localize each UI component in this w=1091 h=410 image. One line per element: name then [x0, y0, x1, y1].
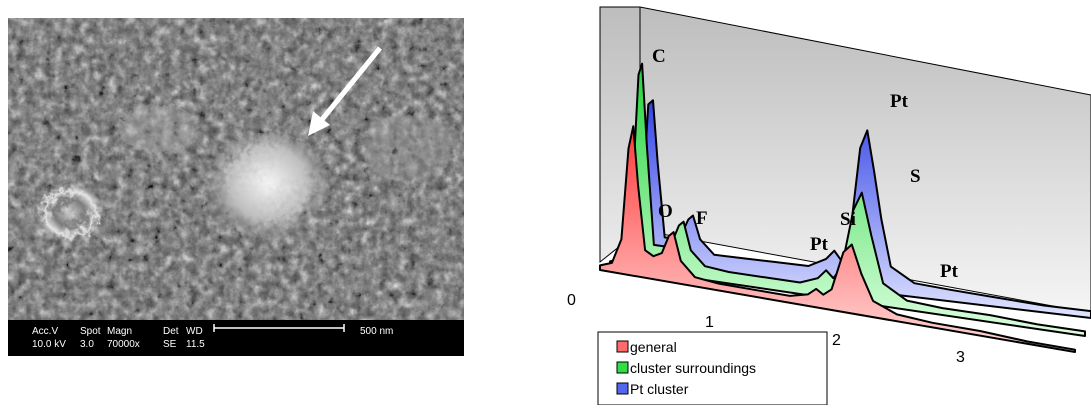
peak-label-f: F [696, 208, 708, 229]
info-header: Acc.V [32, 326, 58, 337]
sem-info-bar [8, 320, 464, 356]
info-header: Spot [80, 326, 101, 337]
peak-label-pt: Pt [940, 261, 959, 282]
scale-bar-label: 500 nm [360, 326, 393, 337]
sem-image: Acc.V Spot Magn Det WD 10.0 kV 3.0 70000… [8, 18, 464, 356]
particle-blob [118, 104, 198, 152]
info-header: WD [186, 326, 203, 337]
particle-blob [363, 113, 453, 183]
sem-micrograph: Acc.V Spot Magn Det WD 10.0 kV 3.0 70000… [8, 18, 464, 356]
x-tick-label: 2 [832, 332, 841, 349]
info-value: 3.0 [80, 339, 94, 350]
series-area-general [599, 125, 1076, 353]
legend-swatch-cluster-surroundings [616, 361, 629, 374]
info-header: Magn [107, 326, 132, 337]
series-layer [599, 62, 1091, 353]
x-tick-label: 0 [567, 292, 576, 309]
info-value: 11.5 [186, 339, 205, 350]
arrow-shaft [318, 46, 382, 124]
scale-bar [213, 324, 345, 332]
info-value: SE [163, 339, 177, 350]
peak-label-pt: Pt [810, 234, 829, 255]
legend-swatch-general [616, 340, 629, 353]
info-value: 10.0 kV [32, 339, 66, 350]
legend: general cluster surroundings Pt cluster [597, 331, 828, 406]
x-tick-label: 1 [705, 314, 714, 331]
legend-label-cluster-surroundings: cluster surroundings [630, 360, 756, 376]
edx-spectrum-chart: C O F Pt Si Pt S Pt 0 1 2 3 general clus… [555, 0, 1091, 406]
peak-labels: C O F Pt Si Pt S Pt [652, 46, 959, 282]
info-header: Det [163, 326, 179, 337]
info-value: 70000x [107, 339, 140, 350]
peak-label-pt: Pt [890, 91, 909, 112]
peak-label-si: Si [840, 209, 856, 230]
legend-label-general: general [630, 339, 677, 355]
info-values: 10.0 kV 3.0 70000x SE 11.5 [32, 339, 205, 350]
legend-label-pt-cluster: Pt cluster [630, 381, 689, 397]
info-headers: Acc.V Spot Magn Det WD [32, 326, 203, 337]
peak-label-c: C [652, 46, 666, 67]
chart-svg: C O F Pt Si Pt S Pt 0 1 2 3 general clus… [567, 6, 1091, 406]
pt-cluster-blob [208, 133, 328, 243]
peak-label-o: O [658, 201, 673, 222]
peak-label-s: S [910, 166, 921, 187]
legend-swatch-pt-cluster [616, 382, 629, 395]
x-tick-label: 3 [956, 349, 965, 366]
arrow-icon [308, 111, 330, 136]
x-axis-ticks: 0 1 2 3 [567, 292, 965, 366]
particle-blob [36, 183, 104, 243]
